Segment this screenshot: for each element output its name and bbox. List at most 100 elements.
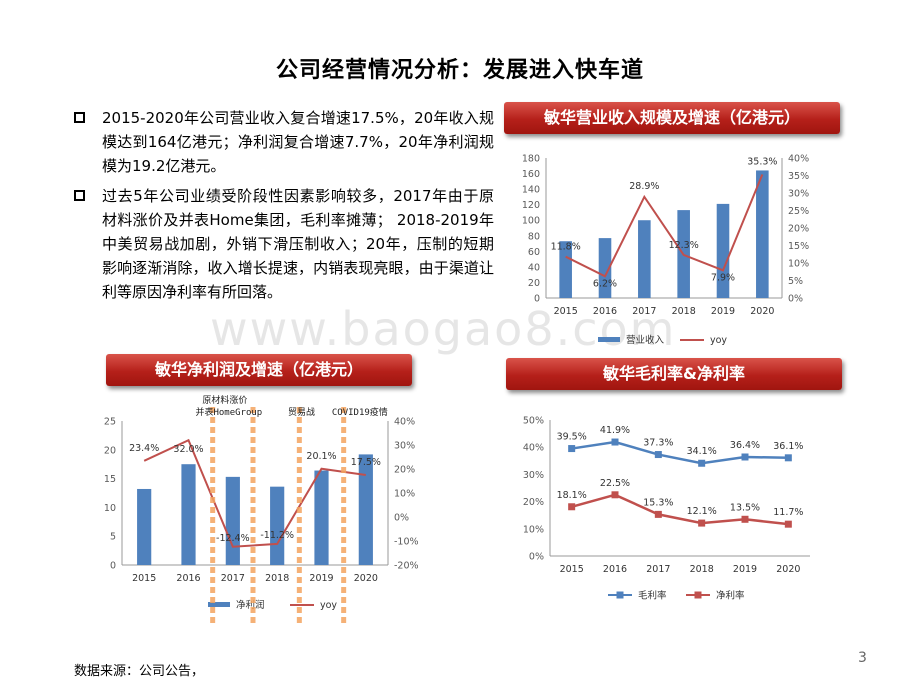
x-tick-label: 2016: [176, 573, 200, 584]
legend-bar-label: 净利润: [236, 599, 265, 611]
net-margin-marker: [784, 520, 792, 528]
net-margin-marker: [698, 519, 706, 527]
net-margin-data-label: 12.1%: [687, 506, 717, 517]
gross-margin-data-label: 39.5%: [557, 432, 587, 443]
y2-tick-label: 35%: [788, 171, 809, 182]
gross-margin-line: [571, 440, 789, 465]
legend-marker: [616, 591, 624, 599]
yoy-line: [565, 174, 764, 278]
y2-tick-label: 10%: [394, 489, 415, 500]
legend-label: 净利率: [716, 590, 745, 602]
y2-tick-label: 25%: [788, 206, 809, 217]
x-tick-label: 2019: [733, 564, 757, 575]
yoy-data-label: 7.9%: [711, 272, 735, 283]
y-tick-label: 40%: [523, 443, 544, 454]
margin-chart-svg: 0% 10% 20% 30% 40% 50% 2015 2016 2017 2018 2019 202…: [523, 416, 810, 602]
page-title: 公司经营情况分析：发展进入快车道: [275, 58, 644, 83]
yoy-data-label: 32.0%: [173, 444, 203, 455]
net-margin-marker: [654, 510, 662, 518]
y-tick-label: 20: [104, 445, 116, 456]
x-tick-label: 2018: [690, 564, 714, 575]
revenue-chart: 0 20 40 60 80 100 120 140 160 180 0% 5% 10% 15% 20% 25%…: [510, 145, 840, 355]
yoy-data-label: 28.9%: [629, 181, 659, 192]
bar: [559, 241, 572, 298]
gross-margin-marker: [741, 453, 749, 461]
profit-chart-svg: 0 5 10 15 20 25 -20% -10% 0% 10% 20% 30% 40% 2015 2016…: [104, 395, 419, 625]
gross-margin-marker: [568, 445, 576, 453]
y2-tick-label: 5%: [788, 276, 803, 287]
legend-line-label: yoy: [710, 335, 727, 346]
y-tick-label: 100: [522, 216, 540, 227]
yoy-data-label: 11.8%: [551, 242, 581, 253]
legend-line-label: yoy: [320, 600, 337, 611]
y-tick-label: 0: [110, 561, 116, 572]
net-margin-marker: [741, 515, 749, 523]
bullet-list: 2015-2020年公司营业收入复合增速17.5%，20年收入规模达到164亿港…: [74, 106, 494, 310]
y2-tick-label: 0%: [394, 513, 409, 524]
bullet-text: 2015-2020年公司营业收入复合增速17.5%，20年收入规模达到164亿港…: [102, 109, 494, 175]
legend-bar-swatch: [598, 337, 620, 342]
bullet-text: 过去5年公司业绩受阶段性因素影响较多，2017年由于原材料涨价及并表Home集团…: [102, 187, 494, 301]
y-tick-label: 50%: [523, 416, 544, 427]
x-tick-label: 2017: [221, 573, 245, 584]
x-tick-label: 2015: [132, 573, 156, 584]
bar: [756, 170, 769, 298]
page-number: 3: [858, 650, 867, 666]
net-margin-data-label: 22.5%: [600, 478, 630, 489]
y2-tick-label: 10%: [788, 259, 809, 270]
annotation-label: 贸易战: [288, 406, 315, 418]
y-tick-label: 5: [110, 532, 116, 543]
bar: [270, 486, 285, 565]
bar: [314, 470, 329, 565]
bullet-item: 2015-2020年公司营业收入复合增速17.5%，20年收入规模达到164亿港…: [74, 106, 494, 178]
x-tick-label: 2020: [354, 573, 378, 584]
net-margin-line: [571, 493, 789, 526]
legend-marker: [694, 591, 702, 599]
y-tick-label: 20: [528, 278, 540, 289]
net-margin-data-label: 18.1%: [557, 490, 587, 501]
bullet-item: 过去5年公司业绩受阶段性因素影响较多，2017年由于原材料涨价及并表Home集团…: [74, 184, 494, 304]
revenue-chart-svg: 0 20 40 60 80 100 120 140 160 180 0% 5% 10% 15% 20% 25%…: [522, 154, 809, 347]
gross-margin-data-label: 36.1%: [773, 441, 803, 452]
y-tick-label: 60: [528, 247, 540, 258]
yoy-line: [143, 438, 366, 548]
x-tick-label: 2020: [776, 564, 800, 575]
gross-margin-data-label: 36.4%: [730, 440, 760, 451]
x-tick-label: 2018: [672, 306, 696, 317]
x-tick-label: 2020: [750, 306, 774, 317]
y-tick-label: 25: [104, 417, 116, 428]
gross-margin-marker: [611, 438, 619, 446]
margin-chart-banner: 敏华毛利率&净利率: [506, 358, 842, 390]
gross-margin-data-label: 37.3%: [643, 438, 673, 449]
gross-margin-marker: [654, 451, 662, 459]
y2-tick-label: -20%: [394, 561, 419, 572]
yoy-data-label: 20.1%: [306, 451, 336, 462]
y-tick-label: 40: [528, 262, 540, 273]
bar: [598, 238, 612, 298]
y-tick-label: 80: [528, 231, 540, 242]
yoy-data-label: 12.3%: [669, 240, 699, 251]
x-tick-label: 2019: [309, 573, 333, 584]
bar: [716, 203, 730, 298]
annotation-label: 原材料涨价: [202, 395, 247, 406]
watermark: www.baogao8.com: [210, 302, 677, 356]
x-tick-label: 2019: [711, 306, 735, 317]
y-tick-label: 180: [522, 154, 540, 165]
gross-margin-marker: [698, 459, 706, 467]
legend-bar-label: 营业收入: [626, 334, 665, 346]
bullet-square-icon: [74, 112, 85, 123]
net-margin-marker: [611, 491, 619, 499]
y2-tick-label: 40%: [394, 417, 415, 428]
y-tick-label: 140: [522, 185, 540, 196]
annotation-label: 并表HomeGroup: [195, 406, 262, 418]
y-tick-label: 160: [522, 169, 540, 180]
y-tick-label: 10%: [523, 524, 544, 535]
yoy-data-label: 23.4%: [129, 443, 159, 454]
bar: [181, 464, 196, 565]
y-tick-label: 30%: [523, 470, 544, 481]
x-tick-label: 2015: [560, 564, 584, 575]
legend-label: 毛利率: [638, 590, 667, 602]
x-tick-label: 2016: [593, 306, 617, 317]
margin-chart: 0% 10% 20% 30% 40% 50% 2015 2016 2017 2018 2019 202…: [510, 408, 840, 608]
profit-chart-banner: 敏华净利润及增速（亿港元）: [106, 354, 412, 386]
